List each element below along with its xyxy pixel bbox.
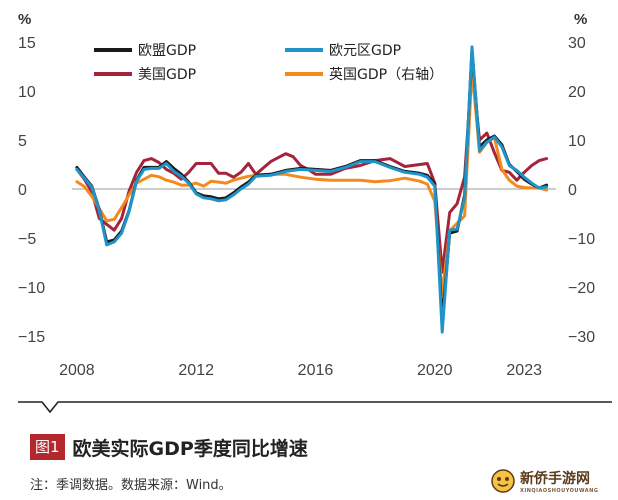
x-tick-label: 2023: [506, 362, 542, 379]
watermark-logo-icon: [491, 469, 515, 493]
left-tick-label: 10: [18, 84, 36, 101]
gdp-chart: % % 15 10 5 0 −5 −10 −15 30 20 10 0 −10 −20 −30 2008 2012…: [18, 11, 595, 379]
left-unit-label: %: [18, 11, 31, 28]
x-tick-label: 2012: [178, 362, 214, 379]
legend-label-0: 欧盟GDP: [138, 43, 196, 59]
right-tick-label: −20: [568, 280, 595, 297]
right-tick-label: −10: [568, 231, 595, 248]
watermark-text: 新侨手游网: [520, 471, 590, 487]
left-tick-label: 5: [18, 133, 27, 150]
series-line-1: [75, 45, 549, 334]
x-tick-label: 2008: [59, 362, 95, 379]
caption-divider: [18, 401, 612, 414]
figure-note: 注：季调数据。数据来源：Wind。: [30, 478, 232, 493]
left-tick-label: 15: [18, 35, 36, 52]
left-tick-label: 0: [18, 182, 27, 199]
right-tick-label: 20: [568, 84, 586, 101]
left-tick-label: −15: [18, 329, 45, 346]
x-tick-label: 2020: [417, 362, 453, 379]
legend-label-1: 欧元区GDP: [329, 43, 401, 59]
figure-badge: 图1: [30, 434, 65, 460]
figure-title: 欧美实际GDP季度同比增速: [72, 437, 308, 460]
legend-label-2: 美国GDP: [138, 67, 196, 83]
left-tick-label: −10: [18, 280, 45, 297]
right-unit-label: %: [574, 11, 587, 28]
figure-caption: 图1 欧美实际GDP季度同比增速: [30, 430, 308, 464]
right-tick-label: 30: [568, 35, 586, 52]
watermark: 新侨手游网 XINQIAOSHOUYOUWANG: [490, 466, 610, 496]
right-tick-label: 0: [568, 182, 577, 199]
legend-label-3: 英国GDP（右轴）: [329, 66, 443, 83]
watermark-subtext: XINQIAOSHOUYOUWANG: [520, 488, 599, 494]
x-tick-label: 2016: [298, 362, 334, 379]
left-tick-label: −5: [18, 231, 36, 248]
right-tick-label: −30: [568, 329, 595, 346]
right-tick-label: 10: [568, 133, 586, 150]
legend: 欧盟GDP 欧元区GDP 美国GDP 英国GDP（右轴）: [94, 43, 443, 83]
series-layer: [75, 45, 549, 334]
axes: % % 15 10 5 0 −5 −10 −15 30 20 10 0 −10 −20 −30 2008 2012…: [18, 11, 595, 379]
